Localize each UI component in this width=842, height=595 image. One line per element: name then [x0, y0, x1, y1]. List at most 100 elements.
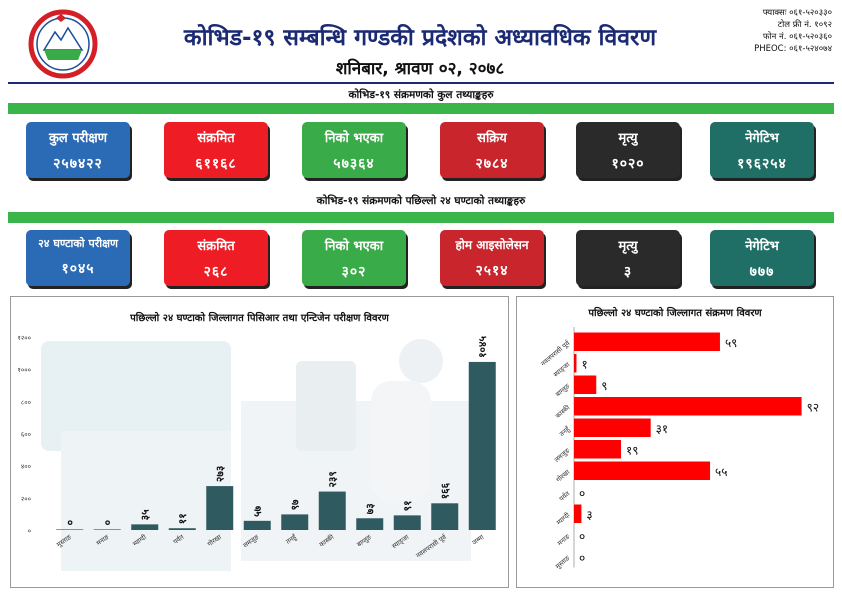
- bar-value-label: १६६: [440, 482, 452, 499]
- nepal-emblem-logo: [28, 9, 98, 79]
- test-bar: [206, 486, 234, 530]
- y-category-label: गोरखा: [555, 468, 572, 484]
- card-value: २५१४: [475, 263, 509, 279]
- total-section-title: कोभिड-१९ संक्रमणको कुल तथ्याङ्कहरु: [348, 89, 494, 101]
- x-category-label: नवलपरासी पूर्व: [415, 533, 449, 560]
- card-24h-tests: २४ घण्टाको परीक्षण १०४५: [26, 230, 130, 286]
- y-tick-label: २००: [21, 495, 31, 503]
- tests-chart-title: पछिल्लो २४ घण्टाको जिल्लागत पिसिआर तथा ए…: [130, 313, 389, 324]
- card-total-recovered: निको भएका ५७३६४: [302, 122, 406, 178]
- bar-value-label: ५५: [715, 465, 727, 479]
- y-category-label: लमजुङ: [553, 446, 572, 464]
- bar-value-label: ०: [65, 519, 77, 525]
- infection-bar: [574, 418, 651, 437]
- card-label: संक्रमित: [197, 131, 235, 146]
- infection-bar: [574, 397, 802, 416]
- card-total-deaths: मृत्यु १०२०: [576, 122, 680, 178]
- y-tick-label: ८००: [21, 398, 31, 406]
- card-24h-home-isolation: होम आइसोलेसन २५१४: [440, 230, 544, 286]
- bar-value-label: ३१: [656, 422, 668, 436]
- x-category-label: कास्की: [318, 533, 336, 549]
- card-24h-deaths: मृत्यु ३: [576, 230, 680, 286]
- infections-chart-panel: पछिल्लो २४ घण्टाको जिल्लागत संक्रमण विवर…: [516, 296, 834, 588]
- card-label: संक्रमित: [197, 239, 235, 254]
- bar-value-label: ०: [579, 529, 585, 543]
- bar-value-label: ९: [601, 379, 607, 393]
- card-value: १०२०: [611, 156, 645, 172]
- test-bar: [131, 524, 159, 530]
- y-category-label: स्याङ्जा: [552, 360, 572, 378]
- x-category-label: मनाङ: [95, 533, 111, 548]
- bar-value-label: २३९: [327, 471, 339, 487]
- card-total-active: सक्रिय २७८४: [440, 122, 544, 178]
- y-tick-label: ०: [28, 527, 31, 535]
- x-category-label: तनहुँ: [284, 532, 299, 546]
- bar-value-label: ०: [579, 551, 585, 565]
- y-tick-label: १०००: [17, 366, 31, 374]
- test-bar: [318, 491, 346, 530]
- y-tick-label: ६००: [21, 431, 31, 439]
- tests-chart-panel: पछिल्लो २४ घण्टाको जिल्लागत पिसिआर तथा ए…: [10, 296, 509, 588]
- y-category-label: तनहुँ: [558, 424, 573, 439]
- y-tick-label: १२००: [17, 334, 31, 342]
- card-value: १९६२५४: [737, 156, 787, 172]
- card-value: २६८: [203, 264, 229, 280]
- infection-bar: [574, 332, 720, 351]
- test-bar: [393, 515, 421, 530]
- toll-free-number: टोल फ्री नं. १०९२: [777, 20, 832, 30]
- card-total-tests: कुल परीक्षण २५७४२२: [26, 122, 130, 178]
- x-category-label: गोरखा: [206, 533, 223, 548]
- green-divider: [8, 103, 834, 114]
- tests-bar-chart: ० २०० ४०० ६०० ८०० १००० १२०० ० मुस्ताङ ० मनाङ ३५ म्या…: [17, 334, 496, 560]
- bar-value-label: १: [581, 357, 587, 371]
- y-category-label: कास्की: [554, 403, 572, 420]
- card-value: ७७७: [749, 264, 775, 280]
- test-bar: [243, 520, 271, 530]
- y-tick-label: ४००: [21, 463, 31, 471]
- y-category-label: पर्वत: [558, 489, 572, 502]
- bar-value-label: ३: [586, 508, 592, 522]
- bar-value-label: ०: [579, 486, 585, 500]
- card-value: १०४५: [61, 261, 95, 277]
- infection-bar: [574, 504, 582, 523]
- card-label: २४ घण्टाको परीक्षण: [38, 237, 118, 250]
- x-category-label: म्याग्दी: [131, 533, 148, 548]
- card-24h-recovered: निको भएका ३०२: [302, 230, 406, 286]
- card-label: नेगेटिभ: [745, 239, 779, 254]
- test-bar: [56, 529, 84, 530]
- bar-value-label: ११: [177, 513, 189, 524]
- bar-value-label: ५९: [725, 336, 737, 350]
- phone-number: फोन नं. ०६१-५२०३६०: [762, 32, 832, 42]
- test-bar: [356, 518, 384, 530]
- test-bar: [93, 529, 121, 530]
- infection-bar: [574, 461, 711, 480]
- x-category-label: स्याङ्जा: [391, 533, 411, 550]
- x-category-label: बाग्लुङ: [355, 533, 373, 549]
- x-category-label: मुस्ताङ: [55, 533, 73, 549]
- x-category-label: जम्मा: [471, 533, 486, 547]
- card-label: नेगेटिभ: [745, 131, 779, 146]
- card-value: २७८४: [475, 156, 509, 172]
- report-date: शनिबार, श्रावण ०२, २०७८: [335, 59, 505, 79]
- bar-value-label: ९२: [807, 400, 819, 414]
- bar-value-label: ५७: [252, 505, 264, 516]
- test-bar: [281, 514, 309, 530]
- infection-bar: [574, 440, 621, 459]
- infection-bar: [574, 375, 597, 394]
- bar-value-label: ०: [102, 519, 114, 525]
- card-value: २५७४२२: [53, 156, 103, 172]
- green-divider: [8, 212, 834, 223]
- test-bar: [431, 503, 459, 530]
- card-label: मृत्यु: [618, 239, 638, 254]
- test-bar: [468, 361, 496, 530]
- card-total-infected: संक्रमित ६११६८: [164, 122, 268, 178]
- card-label: होम आइसोलेसन: [455, 238, 529, 252]
- title-divider: [8, 82, 834, 84]
- bar-value-label: ३५: [140, 509, 152, 520]
- card-label: मृत्यु: [618, 131, 638, 146]
- card-24h-negative: नेगेटिभ ७७७: [710, 230, 814, 286]
- bar-value-label: ९७: [290, 499, 302, 510]
- bar-value-label: ९१: [402, 500, 414, 511]
- card-label: निको भएका: [324, 239, 384, 254]
